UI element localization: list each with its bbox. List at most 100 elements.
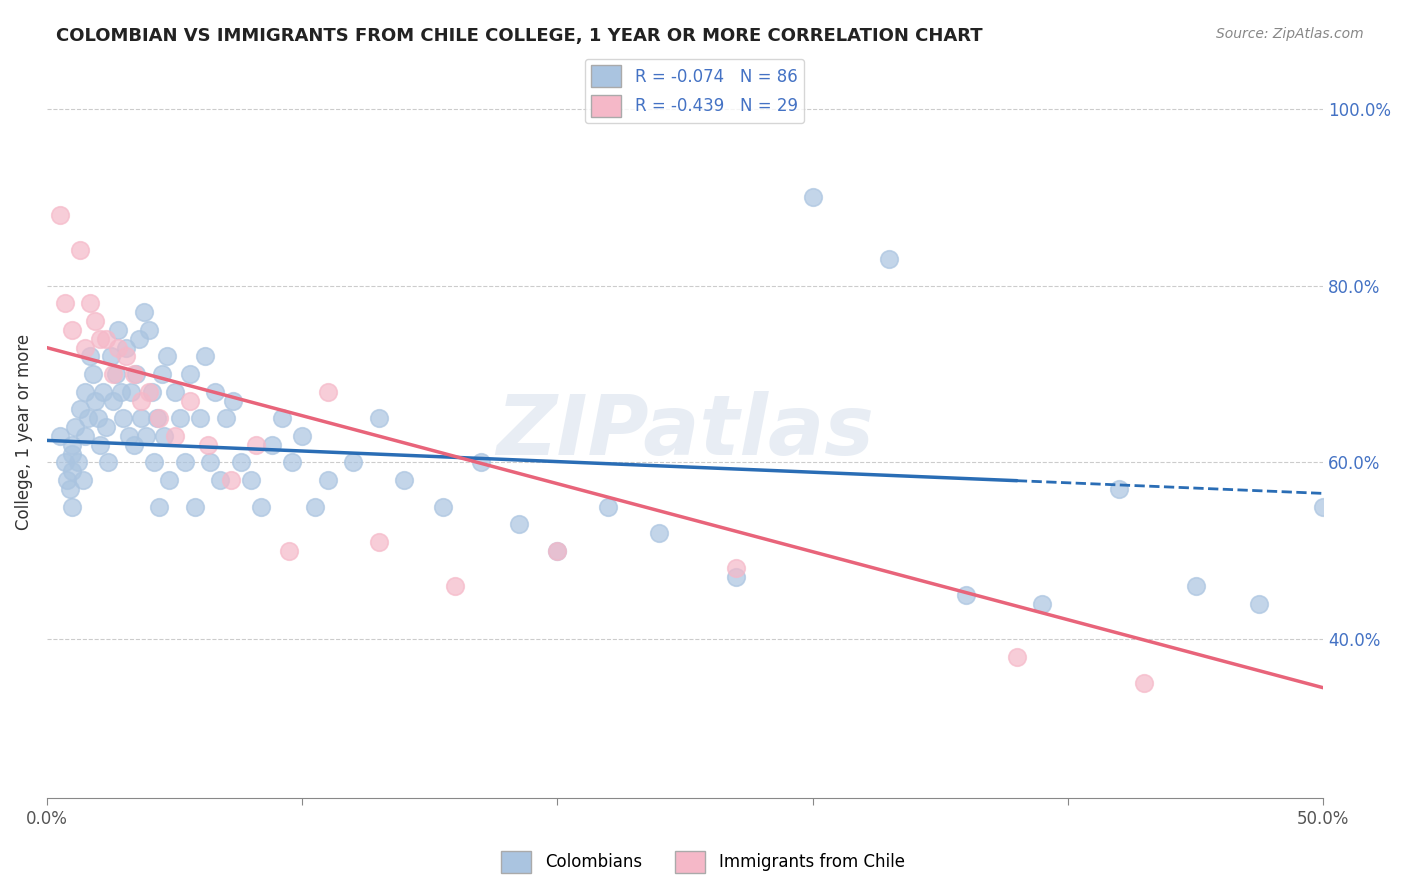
Point bbox=[138, 323, 160, 337]
Point bbox=[725, 561, 748, 575]
Point bbox=[104, 367, 127, 381]
Text: COLOMBIAN VS IMMIGRANTS FROM CHILE COLLEGE, 1 YEAR OR MORE CORRELATION CHART: COLOMBIAN VS IMMIGRANTS FROM CHILE COLLE… bbox=[56, 27, 983, 45]
Point bbox=[204, 384, 226, 399]
Point bbox=[270, 411, 292, 425]
Point bbox=[200, 455, 222, 469]
Point bbox=[367, 411, 389, 425]
Point bbox=[132, 305, 155, 319]
Point bbox=[89, 332, 111, 346]
Point bbox=[82, 367, 104, 381]
Point bbox=[148, 411, 170, 425]
Point bbox=[79, 296, 101, 310]
Point bbox=[62, 464, 84, 478]
Point bbox=[59, 482, 82, 496]
Point bbox=[89, 438, 111, 452]
Point bbox=[56, 473, 79, 487]
Point bbox=[163, 384, 186, 399]
Point bbox=[120, 384, 142, 399]
Point bbox=[197, 438, 219, 452]
Legend: R = -0.074   N = 86, R = -0.439   N = 29: R = -0.074 N = 86, R = -0.439 N = 29 bbox=[585, 59, 804, 123]
Point bbox=[546, 544, 568, 558]
Point bbox=[153, 429, 176, 443]
Point bbox=[342, 455, 364, 469]
Point bbox=[184, 500, 207, 514]
Point bbox=[122, 367, 145, 381]
Point bbox=[138, 384, 160, 399]
Point bbox=[94, 332, 117, 346]
Point bbox=[91, 384, 114, 399]
Point bbox=[1108, 482, 1130, 496]
Point bbox=[163, 429, 186, 443]
Point bbox=[76, 411, 98, 425]
Point bbox=[1184, 579, 1206, 593]
Point bbox=[125, 367, 148, 381]
Point bbox=[209, 473, 232, 487]
Point bbox=[367, 535, 389, 549]
Point bbox=[128, 332, 150, 346]
Point bbox=[131, 411, 153, 425]
Point bbox=[394, 473, 416, 487]
Point bbox=[87, 411, 110, 425]
Point bbox=[100, 350, 122, 364]
Point bbox=[107, 323, 129, 337]
Point bbox=[53, 455, 76, 469]
Point bbox=[75, 429, 97, 443]
Point bbox=[103, 367, 125, 381]
Text: ZIPatlas: ZIPatlas bbox=[496, 391, 875, 472]
Point bbox=[194, 350, 217, 364]
Point bbox=[131, 393, 153, 408]
Point bbox=[316, 473, 339, 487]
Point bbox=[291, 429, 314, 443]
Point bbox=[53, 296, 76, 310]
Point bbox=[304, 500, 326, 514]
Point bbox=[179, 367, 201, 381]
Point bbox=[48, 208, 70, 222]
Point bbox=[470, 455, 492, 469]
Point bbox=[66, 455, 89, 469]
Point bbox=[150, 367, 173, 381]
Point bbox=[508, 517, 530, 532]
Point bbox=[112, 411, 135, 425]
Point bbox=[245, 438, 267, 452]
Point bbox=[725, 570, 748, 584]
Point bbox=[148, 500, 170, 514]
Point bbox=[145, 411, 167, 425]
Point bbox=[546, 544, 568, 558]
Point bbox=[84, 314, 107, 328]
Point bbox=[281, 455, 304, 469]
Point bbox=[94, 420, 117, 434]
Point bbox=[955, 588, 977, 602]
Point bbox=[1249, 597, 1271, 611]
Point bbox=[84, 393, 107, 408]
Point bbox=[250, 500, 273, 514]
Point bbox=[222, 393, 245, 408]
Point bbox=[69, 244, 91, 258]
Point bbox=[79, 350, 101, 364]
Point bbox=[877, 252, 900, 267]
Point bbox=[143, 455, 166, 469]
Point bbox=[214, 411, 236, 425]
Point bbox=[1133, 676, 1156, 690]
Point bbox=[432, 500, 454, 514]
Point bbox=[1005, 649, 1028, 664]
Legend: Colombians, Immigrants from Chile: Colombians, Immigrants from Chile bbox=[495, 845, 911, 880]
Point bbox=[72, 473, 94, 487]
Point bbox=[260, 438, 283, 452]
Point bbox=[157, 473, 180, 487]
Point bbox=[48, 429, 70, 443]
Y-axis label: College, 1 year or more: College, 1 year or more bbox=[15, 334, 32, 530]
Point bbox=[122, 438, 145, 452]
Point bbox=[75, 341, 97, 355]
Point bbox=[188, 411, 211, 425]
Point bbox=[62, 323, 84, 337]
Point bbox=[219, 473, 242, 487]
Point bbox=[169, 411, 191, 425]
Point bbox=[62, 438, 84, 452]
Point bbox=[598, 500, 620, 514]
Point bbox=[179, 393, 201, 408]
Point bbox=[117, 429, 139, 443]
Point bbox=[240, 473, 263, 487]
Point bbox=[110, 384, 132, 399]
Point bbox=[115, 350, 138, 364]
Point bbox=[1312, 500, 1334, 514]
